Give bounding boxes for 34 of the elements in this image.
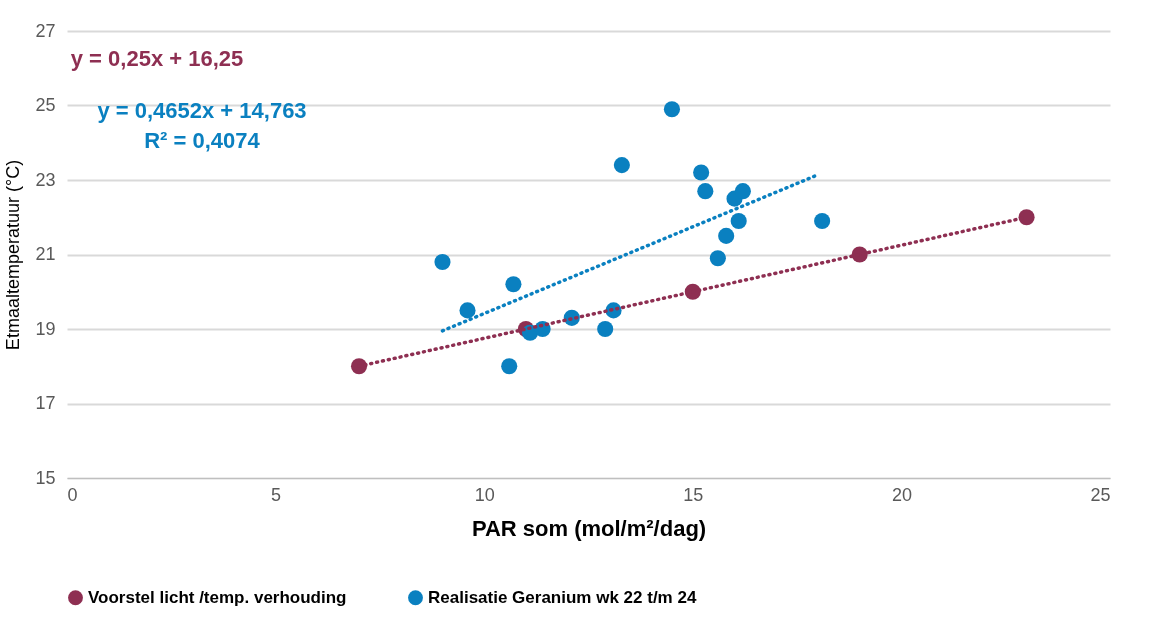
y-tick-label: 15 bbox=[35, 467, 56, 488]
point bbox=[730, 212, 747, 230]
y-tick-label: 21 bbox=[35, 244, 56, 264]
point bbox=[434, 253, 451, 270]
x-axis-title: PAR som (mol/m²/dag) bbox=[471, 515, 707, 541]
point bbox=[709, 250, 726, 267]
legend-label: Voorstel licht /temp. verhouding bbox=[88, 587, 347, 607]
y-tick-label: 23 bbox=[35, 169, 56, 190]
point bbox=[734, 183, 751, 200]
point bbox=[613, 157, 630, 174]
point bbox=[597, 320, 614, 338]
point bbox=[663, 101, 680, 118]
y-tick-label: 17 bbox=[35, 393, 56, 413]
point bbox=[693, 164, 710, 181]
point bbox=[505, 276, 522, 293]
point bbox=[697, 183, 714, 200]
annotation: y = 0,4652x + 14,763 R² = 0,4074 bbox=[97, 98, 307, 153]
x-tick-label: 0 bbox=[67, 484, 78, 505]
annotation: y = 0,25x + 16,25 bbox=[70, 46, 244, 71]
x-tick-label: 25 bbox=[1090, 484, 1111, 505]
legend-label: Realisatie Geranium wk 22 t/m 24 bbox=[428, 587, 697, 607]
point bbox=[718, 227, 735, 244]
x-tick-label: 20 bbox=[891, 484, 912, 505]
point bbox=[814, 212, 831, 230]
y-tick-label: 25 bbox=[35, 95, 56, 115]
point bbox=[501, 358, 518, 375]
x-tick-label: 5 bbox=[271, 484, 282, 505]
y-tick-label: 27 bbox=[35, 20, 56, 41]
x-tick-label: 10 bbox=[474, 484, 495, 505]
point bbox=[459, 302, 476, 319]
x-tick-label: 15 bbox=[683, 484, 704, 505]
y-axis-title: Etmaaltemperatuur (°C) bbox=[3, 159, 24, 351]
point bbox=[1018, 209, 1035, 226]
y-tick-label: 19 bbox=[35, 318, 56, 339]
